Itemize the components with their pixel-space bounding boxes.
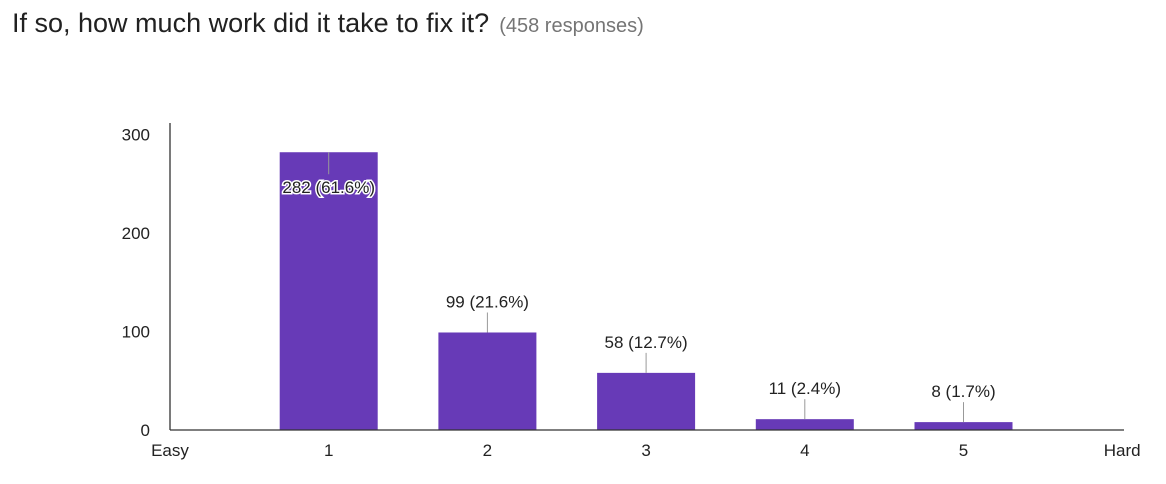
y-tick-label: 300	[122, 126, 150, 145]
x-axis-start-label: Easy	[151, 441, 189, 460]
x-axis-end-label: Hard	[1104, 441, 1141, 460]
bar	[914, 422, 1013, 430]
y-tick-label: 100	[122, 323, 150, 342]
question-title: If so, how much work did it take to fix …	[12, 8, 490, 38]
x-tick-label: 2	[483, 441, 492, 460]
data-label: 58 (12.7%)	[605, 333, 688, 352]
y-tick-label: 200	[122, 224, 150, 243]
x-tick-label: 3	[641, 441, 650, 460]
bar	[279, 152, 378, 431]
data-label: 11 (2.4%)	[769, 379, 841, 398]
response-count: (458 responses)	[499, 15, 644, 37]
x-tick-label: 5	[959, 441, 968, 460]
bar	[597, 372, 696, 430]
bar	[438, 332, 537, 430]
data-label: 99 (21.6%)	[446, 292, 529, 311]
y-tick-label: 0	[141, 421, 150, 440]
x-tick-label: 1	[324, 441, 333, 460]
data-label: 282 (61.6%)	[282, 178, 375, 197]
x-tick-label: 4	[800, 441, 809, 460]
data-label: 8 (1.7%)	[931, 382, 995, 401]
bar	[755, 419, 854, 430]
question-header: If so, how much work did it take to fix …	[12, 8, 644, 39]
